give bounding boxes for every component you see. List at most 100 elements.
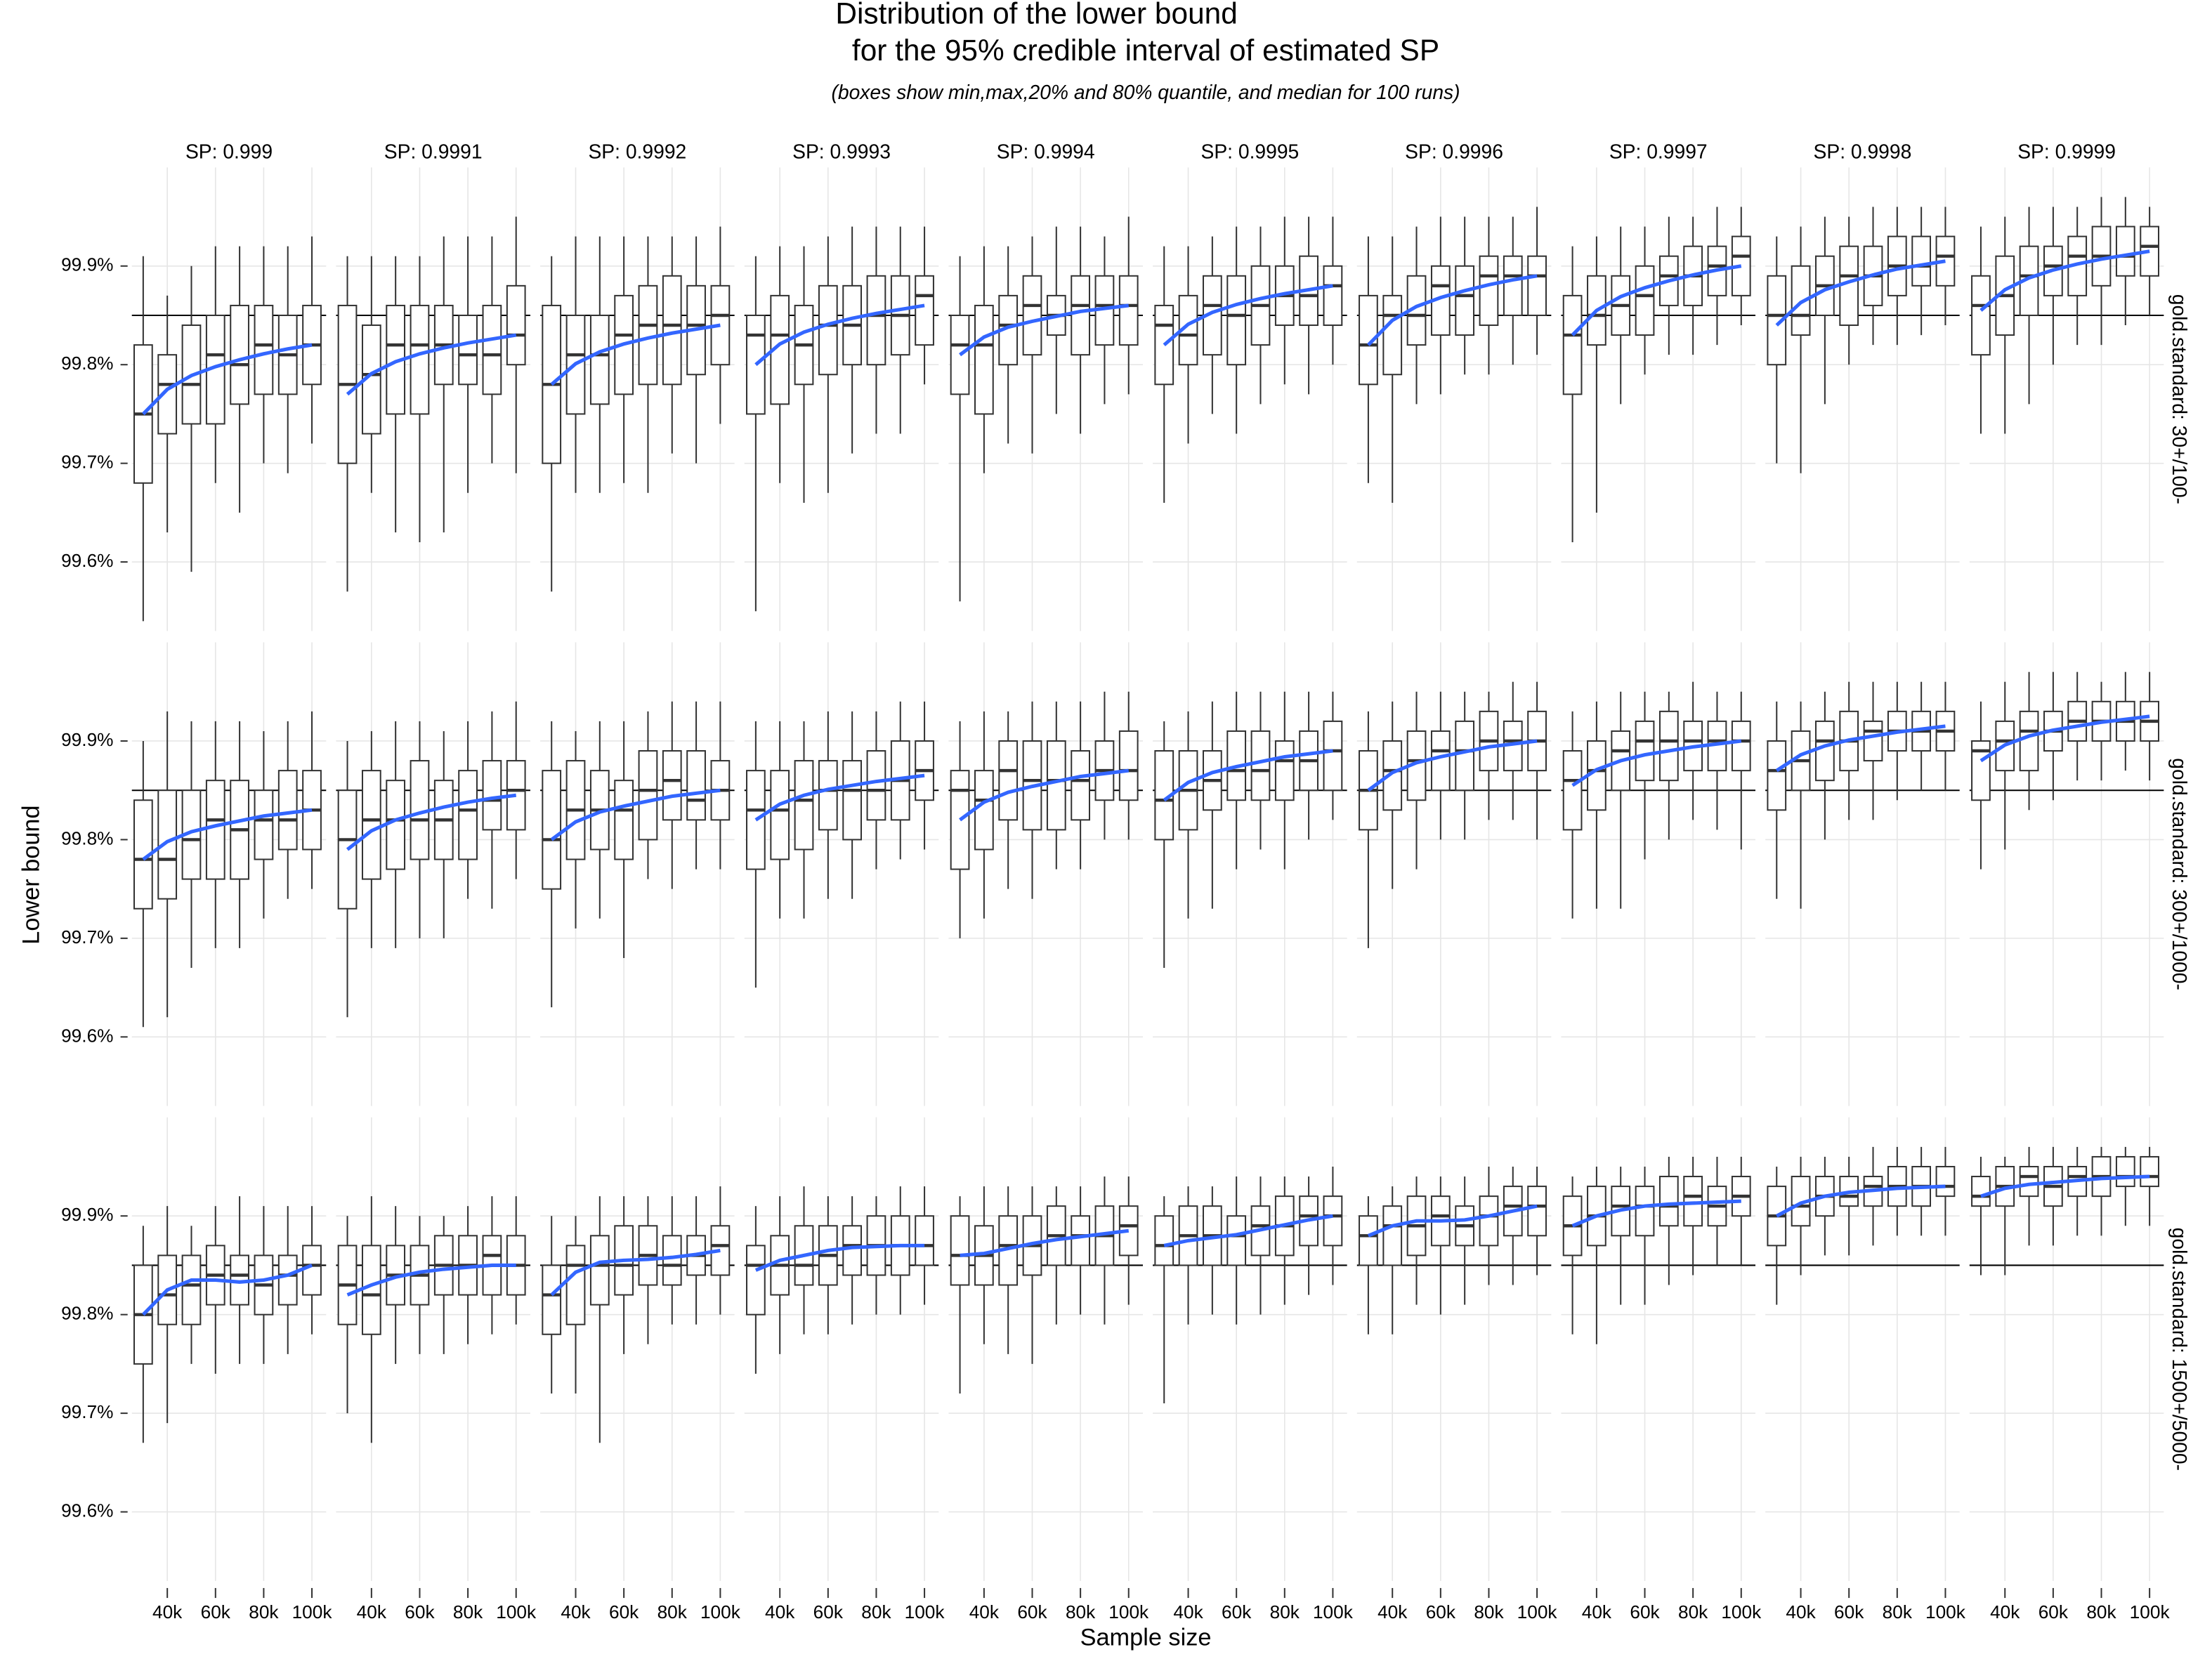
- box: [386, 780, 406, 870]
- y-tick-label: 99.9%: [61, 254, 113, 275]
- x-tick-label: 40k: [765, 1601, 795, 1622]
- box: [950, 1215, 970, 1286]
- x-tick-label: 40k: [152, 1601, 183, 1622]
- x-tick-label: 80k: [657, 1601, 688, 1622]
- box: [866, 750, 886, 821]
- box: [361, 1245, 381, 1335]
- box: [2019, 710, 2039, 772]
- strip-label: SP: 0.9996: [1405, 140, 1503, 163]
- smooth-line: [142, 343, 313, 416]
- box: [1071, 750, 1090, 821]
- box: [1382, 740, 1403, 811]
- x-tick-label: 40k: [1786, 1601, 1816, 1622]
- box: [506, 284, 526, 366]
- smooth-line: [1979, 249, 2150, 312]
- smooth-line: [960, 1228, 1130, 1257]
- y-tick-label: 99.6%: [61, 1500, 113, 1521]
- x-tick-label: 60k: [1426, 1601, 1456, 1622]
- box: [1562, 750, 1583, 831]
- smooth-line: [346, 1263, 516, 1297]
- smooth-line: [346, 793, 517, 851]
- box: [1071, 275, 1090, 356]
- box: [794, 760, 814, 851]
- x-tick-label: 60k: [813, 1601, 844, 1622]
- chart-title: Distribution of the lower bound: [835, 0, 1237, 30]
- smooth-line: [1163, 749, 1333, 802]
- box: [842, 760, 863, 841]
- box: [866, 275, 886, 366]
- box: [662, 1235, 682, 1286]
- x-tick-label: 60k: [1017, 1601, 1047, 1622]
- x-tick-label: 100k: [292, 1601, 333, 1622]
- smooth-line: [346, 333, 517, 396]
- box: [254, 789, 274, 860]
- smooth-line: [959, 768, 1130, 822]
- x-tick-label: 40k: [1173, 1601, 1203, 1622]
- smooth-line: [1775, 724, 1946, 773]
- box: [589, 314, 610, 405]
- strip-label: SP: 0.9992: [588, 140, 686, 163]
- x-tick-label: 100k: [1108, 1601, 1149, 1622]
- box: [205, 780, 225, 880]
- box: [1455, 720, 1475, 792]
- box: [277, 770, 298, 851]
- strip-label: gold.standard: 30+/100-: [2168, 294, 2191, 504]
- box: [254, 304, 274, 395]
- x-tick-label: 60k: [2038, 1601, 2069, 1622]
- smooth-line: [142, 808, 313, 861]
- box: [950, 770, 970, 870]
- y-tick-label: 99.6%: [61, 1025, 113, 1046]
- box: [1071, 1215, 1090, 1266]
- box: [1479, 255, 1499, 327]
- box: [1658, 710, 1679, 782]
- box: [1382, 294, 1403, 376]
- box: [458, 314, 478, 386]
- smooth-line: [142, 1264, 313, 1316]
- smooth-line: [1979, 714, 2150, 763]
- box: [638, 750, 658, 841]
- box: [950, 314, 970, 395]
- box: [1731, 720, 1751, 772]
- strip-label: SP: 0.9997: [1609, 140, 1708, 163]
- strip-label: gold.standard: 1500+/5000-: [2168, 1228, 2191, 1471]
- smooth-line: [1367, 739, 1538, 792]
- box: [1503, 255, 1523, 316]
- smooth-line: [1775, 259, 1946, 327]
- box: [1430, 730, 1451, 792]
- box: [915, 1215, 934, 1266]
- x-axis-title: Sample size: [1080, 1625, 1212, 1651]
- box: [2115, 1155, 2135, 1188]
- strip-label: SP: 0.9993: [792, 140, 891, 163]
- box: [915, 275, 934, 346]
- x-tick-label: 100k: [1925, 1601, 1966, 1622]
- smooth-line: [1367, 274, 1538, 346]
- box: [361, 770, 381, 880]
- box: [1323, 1195, 1343, 1247]
- box: [589, 1235, 610, 1306]
- smooth-line: [1571, 1199, 1741, 1228]
- box: [974, 770, 994, 851]
- x-tick-label: 100k: [1313, 1601, 1354, 1622]
- box: [686, 750, 706, 821]
- box: [1382, 1205, 1403, 1266]
- y-axis-title: Lower bound: [18, 805, 44, 944]
- box: [565, 1245, 586, 1325]
- box: [1455, 265, 1475, 336]
- smooth-line: [550, 323, 721, 386]
- box: [662, 750, 682, 821]
- box: [1863, 720, 1883, 762]
- y-tick-label: 99.9%: [61, 1204, 113, 1225]
- box: [1527, 255, 1547, 316]
- box: [2140, 1155, 2160, 1188]
- x-tick-label: 100k: [1517, 1601, 1558, 1622]
- box: [1658, 1176, 1679, 1227]
- chart-title: for the 95% credible interval of estimat…: [852, 34, 1439, 67]
- smooth-line: [959, 303, 1130, 357]
- box: [1815, 720, 1835, 782]
- x-tick-label: 80k: [1678, 1601, 1708, 1622]
- box: [1527, 1186, 1547, 1237]
- box: [1274, 740, 1295, 801]
- box: [1046, 740, 1066, 831]
- y-tick-label: 99.8%: [61, 827, 113, 848]
